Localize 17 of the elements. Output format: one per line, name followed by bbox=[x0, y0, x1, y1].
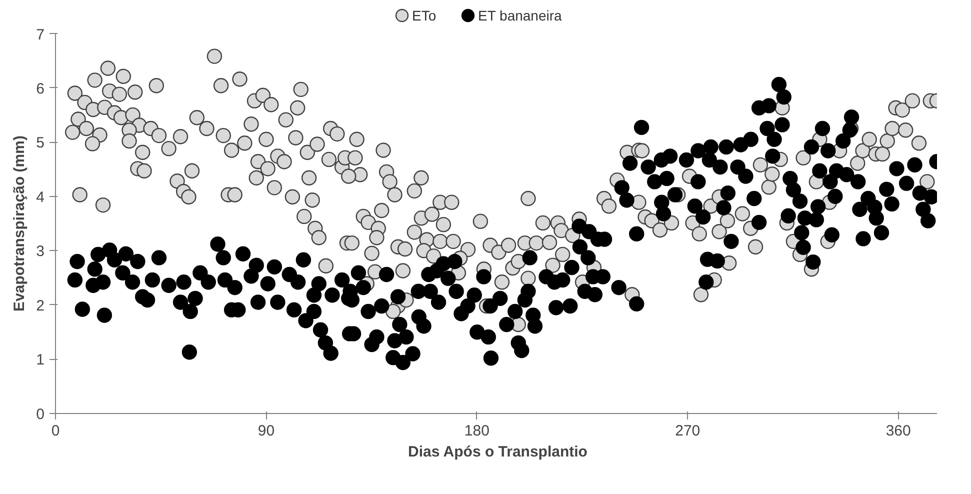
x-tick-label: 0 bbox=[51, 422, 60, 440]
y-tick-label: 3 bbox=[36, 243, 44, 260]
y-tick-label: 1 bbox=[36, 352, 44, 369]
y-tick-label: 6 bbox=[36, 80, 44, 98]
x-tick-label: 180 bbox=[464, 422, 490, 440]
x-tick-label: 360 bbox=[886, 422, 911, 440]
legend-label: ET bananeira bbox=[478, 8, 562, 24]
x-tick-label: 270 bbox=[675, 422, 700, 440]
x-tick-label: 90 bbox=[258, 422, 275, 440]
y-tick-label: 5 bbox=[36, 134, 44, 152]
y-tick-label: 0 bbox=[36, 406, 44, 423]
y-axis-title: Evapotranspiração (mm) bbox=[11, 136, 28, 312]
y-tick-label: 7 bbox=[36, 26, 44, 44]
y-tick-label: 4 bbox=[36, 188, 44, 206]
legend-label: ETo bbox=[412, 8, 436, 24]
y-tick-label: 2 bbox=[36, 297, 44, 314]
x-axis-title: Dias Após o Transplantio bbox=[408, 444, 588, 460]
